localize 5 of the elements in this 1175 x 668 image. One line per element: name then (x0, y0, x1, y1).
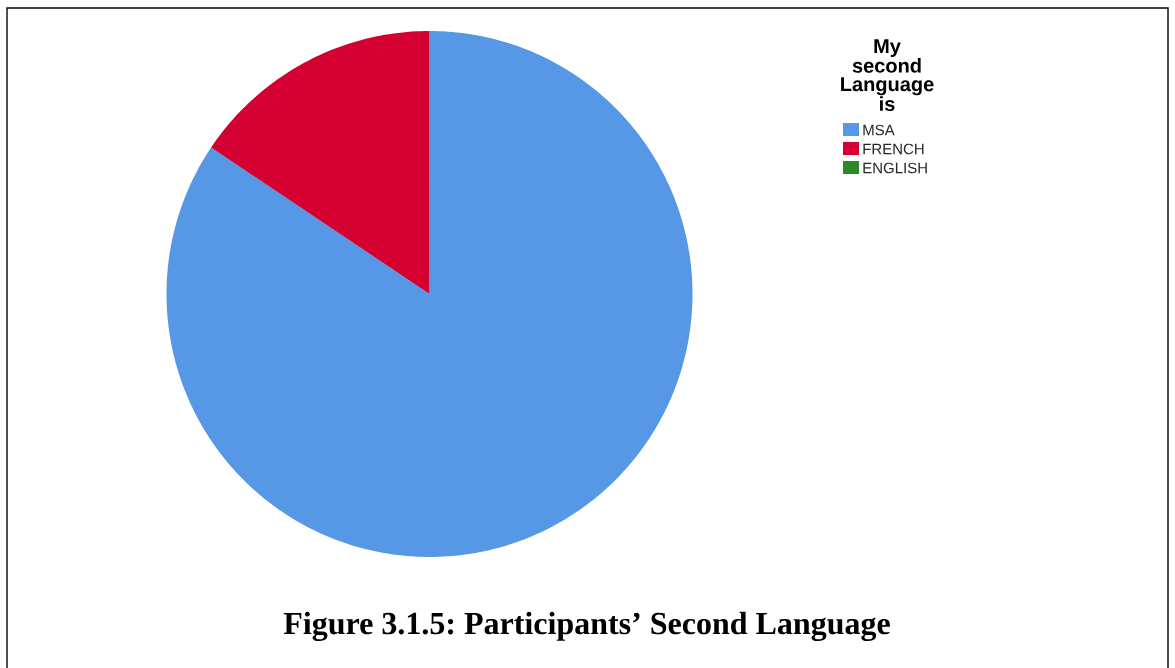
legend-title: My second Language is (841, 39, 934, 112)
caption: Figure 3.1.5: Participants’ Second Language (283, 611, 890, 642)
legend-label: MSA (863, 124, 895, 136)
legend-label: ENGLISH (863, 162, 927, 174)
legend-label: FRENCH (863, 143, 924, 155)
